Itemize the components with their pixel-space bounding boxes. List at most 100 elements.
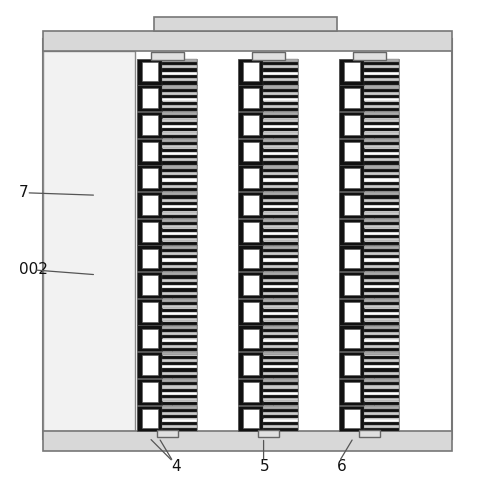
Bar (263, 185, 298, 188)
Text: 6: 6 (336, 459, 346, 474)
Bar (162, 119, 197, 122)
Bar (162, 342, 197, 345)
Bar (364, 332, 398, 335)
Bar (162, 172, 197, 175)
Bar (162, 89, 197, 92)
Bar (263, 412, 298, 415)
Bar (364, 215, 398, 218)
Bar (263, 272, 298, 275)
Bar (137, 192, 197, 218)
Bar (263, 155, 298, 158)
Bar (263, 222, 298, 225)
Bar (263, 182, 298, 185)
Bar (162, 125, 197, 128)
Bar (364, 208, 398, 212)
Bar (137, 85, 197, 111)
Bar (154, 17, 336, 31)
Bar (364, 175, 398, 178)
Bar (263, 292, 298, 295)
Bar (162, 252, 197, 255)
Bar (364, 392, 398, 395)
Bar (162, 122, 197, 125)
Bar (238, 325, 298, 351)
Bar (263, 202, 298, 205)
Bar (263, 386, 298, 388)
Bar (364, 282, 398, 285)
Bar (162, 68, 197, 72)
Bar (162, 255, 197, 258)
Bar (162, 308, 197, 312)
Bar (162, 265, 197, 268)
Bar (162, 92, 197, 95)
Bar (162, 65, 197, 68)
Bar (343, 302, 359, 321)
Bar (137, 59, 197, 84)
Bar (162, 98, 197, 102)
Bar (162, 115, 197, 119)
Bar (263, 172, 298, 175)
Bar (263, 245, 298, 249)
Bar (364, 329, 398, 332)
Bar (263, 152, 298, 155)
Bar (162, 202, 197, 205)
Bar (364, 342, 398, 345)
Bar (162, 386, 197, 388)
Bar (263, 362, 298, 365)
Bar (364, 185, 398, 188)
Bar (364, 382, 398, 385)
Bar (338, 59, 364, 84)
Bar (162, 409, 197, 412)
Bar (162, 272, 197, 275)
Bar (162, 178, 197, 182)
Bar (141, 409, 157, 428)
Bar (263, 379, 298, 382)
Bar (364, 98, 398, 102)
Bar (137, 299, 162, 325)
Bar (263, 299, 298, 302)
Bar (162, 335, 197, 338)
Bar (242, 355, 258, 375)
Bar (242, 169, 258, 188)
Bar (364, 81, 398, 84)
Bar (338, 112, 364, 138)
Bar (137, 405, 162, 431)
Bar (162, 215, 197, 218)
Bar (364, 92, 398, 95)
Bar (364, 195, 398, 199)
Bar (162, 428, 197, 431)
Bar (263, 125, 298, 128)
Bar (263, 265, 298, 268)
Bar (162, 372, 197, 375)
Bar (263, 128, 298, 132)
Bar (364, 139, 398, 142)
Bar (364, 292, 398, 295)
Bar (242, 302, 258, 321)
Bar (242, 142, 258, 161)
Bar (238, 192, 263, 218)
Bar (162, 245, 197, 249)
Bar (338, 352, 398, 378)
Bar (141, 302, 157, 321)
Bar (263, 312, 298, 315)
Bar (238, 165, 263, 191)
Bar (263, 406, 298, 409)
Bar (162, 169, 197, 172)
Bar (338, 165, 398, 191)
Bar (162, 329, 197, 332)
Bar (162, 318, 197, 321)
Bar (263, 372, 298, 375)
Bar (263, 105, 298, 108)
Bar (162, 102, 197, 105)
Bar (162, 282, 197, 285)
Bar (238, 192, 298, 218)
Bar (263, 85, 298, 89)
Bar (364, 155, 398, 158)
Bar (141, 382, 157, 402)
Bar (364, 228, 398, 232)
Bar (162, 161, 197, 164)
Text: 4: 4 (170, 459, 180, 474)
Bar (338, 325, 364, 351)
Bar (137, 219, 197, 245)
Bar (162, 415, 197, 418)
Bar (364, 265, 398, 268)
